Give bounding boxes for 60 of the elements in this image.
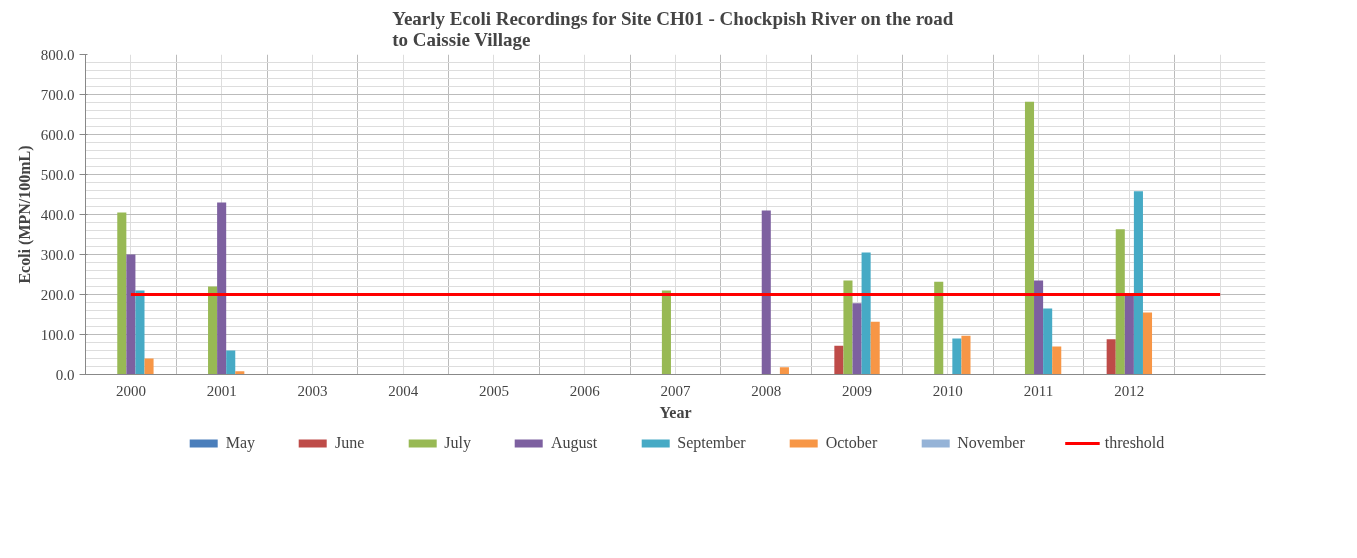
bar xyxy=(843,280,853,375)
x-tick-label: 2004 xyxy=(388,382,419,399)
legend-label: May xyxy=(225,434,256,452)
x-tick-label: 2008 xyxy=(751,382,782,399)
y-tick-label: 700.0 xyxy=(40,86,75,103)
bar xyxy=(144,358,154,375)
bar xyxy=(1043,308,1053,375)
y-tick-label: 500.0 xyxy=(40,166,75,183)
x-tick-label: 2007 xyxy=(660,382,691,399)
y-tick-label: 300.0 xyxy=(40,246,75,263)
chart-title: Yearly Ecoli Recordings for Site CH01 - Chockpish River on the road to Caissie Village xyxy=(392,7,954,50)
x-tick-label: 2011 xyxy=(1023,382,1054,399)
bar xyxy=(1124,294,1134,375)
bar xyxy=(961,335,971,375)
bar xyxy=(1115,229,1125,375)
x-tick-label: 2010 xyxy=(932,382,963,399)
legend-label: July xyxy=(444,434,472,452)
bar xyxy=(1106,339,1116,375)
legend-label: September xyxy=(677,434,746,452)
bar xyxy=(1024,101,1035,375)
bar xyxy=(834,345,844,375)
bar xyxy=(208,286,218,375)
bar xyxy=(235,371,245,375)
legend-label: August xyxy=(551,434,598,452)
bar xyxy=(117,212,127,375)
bar xyxy=(779,367,789,375)
x-tick-label: 2009 xyxy=(842,382,873,399)
bar xyxy=(761,210,771,375)
y-tick-label: 200.0 xyxy=(40,286,75,303)
legend-label: June xyxy=(335,434,365,452)
bar xyxy=(661,290,671,375)
bar xyxy=(934,281,944,375)
x-tick-label: 2006 xyxy=(569,382,601,399)
x-tick-label: 2001 xyxy=(206,382,237,399)
y-tick-label: 0.0 xyxy=(55,366,75,383)
x-tick-label: 2012 xyxy=(1114,382,1145,399)
bar xyxy=(1034,280,1044,375)
y-tick-label: 400.0 xyxy=(40,206,75,223)
bar xyxy=(870,321,880,375)
y-tick-label: 800.0 xyxy=(40,46,75,63)
bar xyxy=(1142,312,1153,375)
y-axis-title: Ecoli (MPN/100mL) xyxy=(15,145,34,284)
y-tick-label: 100.0 xyxy=(40,326,75,343)
bar xyxy=(226,350,236,375)
x-tick-label: 2005 xyxy=(478,382,509,399)
bar xyxy=(861,252,871,375)
bar xyxy=(135,290,145,375)
x-tick-label: 2000 xyxy=(115,382,146,399)
legend-label: October xyxy=(825,434,878,452)
legend-label: November xyxy=(957,434,1025,452)
legend-label: threshold xyxy=(1104,434,1165,452)
y-tick-label: 600.0 xyxy=(40,126,75,143)
x-tick-label: 2003 xyxy=(297,382,328,399)
bar xyxy=(952,338,962,375)
bar xyxy=(126,254,136,375)
x-axis-title: Year xyxy=(659,403,692,421)
bar xyxy=(1052,346,1062,375)
bar xyxy=(217,202,227,375)
bar xyxy=(1133,191,1143,375)
bar xyxy=(852,303,862,375)
